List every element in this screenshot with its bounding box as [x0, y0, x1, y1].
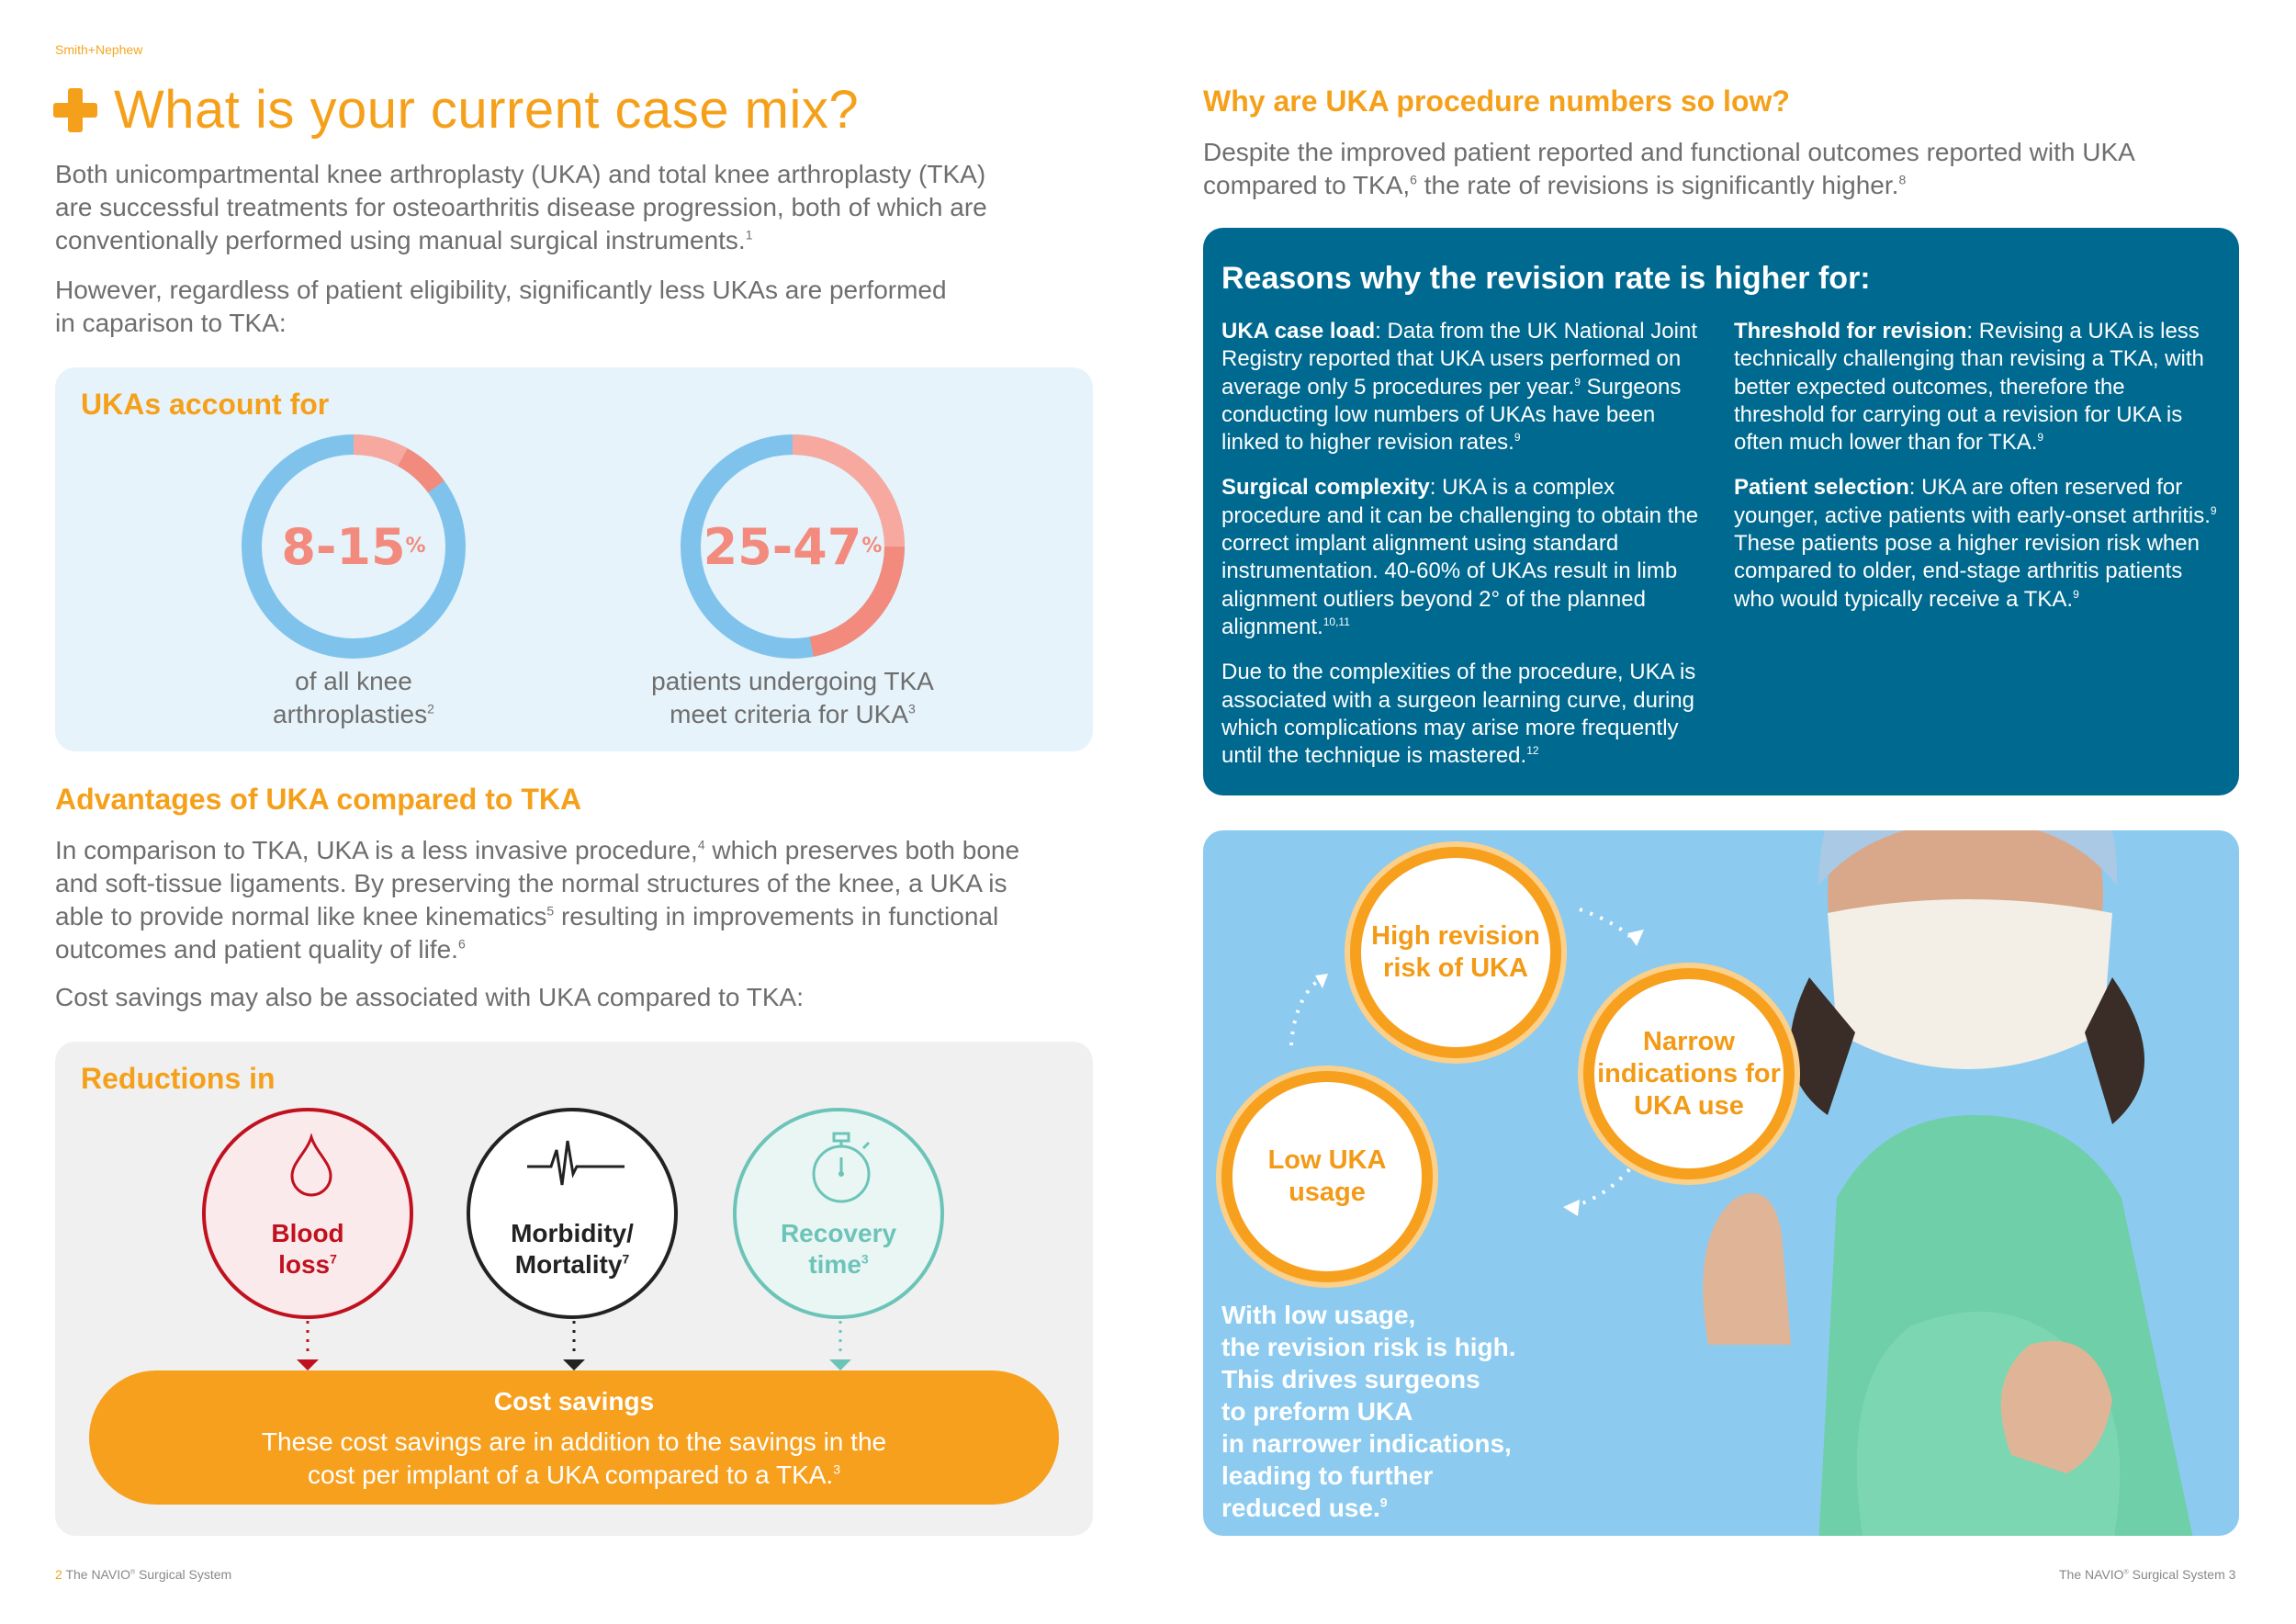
arrow-down-icon-recovery — [829, 1321, 851, 1370]
recovery-time-label: Recovery time3 — [780, 1219, 897, 1279]
why-heading: Why are UKA procedure numbers so low? — [1203, 85, 1790, 118]
reason-surgical-complexity: Surgical complexity: UKA is a complex pr… — [1221, 475, 1699, 639]
donut-value-uka-share: 8-15% — [281, 517, 426, 576]
surgeon-photo — [1703, 830, 2193, 1536]
reasons-column-right: Threshold for revision: Revising a UKA i… — [1734, 318, 2221, 631]
reason-threshold: Threshold for revision: Revising a UKA i… — [1734, 319, 2204, 456]
donut-caption-uka-eligible: patients undergoing TKA meet criteria fo… — [651, 667, 934, 728]
reasons-panel: Reasons why the revision rate is higher … — [1203, 228, 2239, 795]
heartbeat-flatline-icon — [527, 1140, 625, 1186]
reasons-column-left: UKA case load: Data from the UK National… — [1221, 318, 1708, 787]
donut-segment-low — [242, 434, 466, 659]
cost-savings-text: These cost savings are in addition to th… — [261, 1427, 887, 1489]
plus-icon — [53, 87, 97, 132]
footer-left: 2 The NAVIO® Surgical System — [55, 1567, 232, 1582]
intro-paragraph-2: However, regardless of patient eligibili… — [55, 276, 947, 337]
donut-caption-uka-share: of all knee arthroplasties2 — [273, 667, 434, 728]
cycle-arrows — [1289, 908, 1644, 1216]
recovery-time-circle: Recovery time3 — [733, 1108, 944, 1319]
reason-case-load: UKA case load: Data from the UK National… — [1221, 319, 1697, 456]
stopwatch-icon — [812, 1132, 871, 1203]
why-paragraph: Despite the improved patient reported an… — [1203, 138, 2135, 199]
blood-drop-icon — [290, 1133, 332, 1197]
advantages-paragraph: In comparison to TKA, UKA is a less inva… — [55, 836, 1020, 964]
blood-loss-label: Blood loss7 — [271, 1219, 344, 1279]
cycle-low-uka-usage: Low UKA usage — [1221, 1071, 1433, 1282]
donut-chart-uka-share: 8-15% — [239, 432, 468, 661]
cycle-high-revision-risk: High revision risk of UKA — [1350, 847, 1561, 1058]
footer-right: The NAVIO® Surgical System 3 — [2059, 1567, 2236, 1582]
brand-logo-text: Smith+Nephew — [55, 42, 143, 57]
donut-segment-low — [681, 434, 905, 659]
page-title: What is your current case mix? — [114, 80, 860, 140]
reason-learning-curve: Due to the complexities of the procedure… — [1221, 660, 1696, 769]
donut-chart-uka-eligible: 25-47% — [678, 432, 907, 661]
cycle-explanation: With low usage, the revision risk is hig… — [1221, 1301, 1516, 1522]
blood-loss-circle: Blood loss7 — [202, 1108, 413, 1319]
advantages-heading: Advantages of UKA compared to TKA — [55, 783, 582, 816]
arrow-down-icon-blood — [297, 1321, 319, 1370]
uka-panel-heading: UKAs account for — [81, 388, 330, 421]
page-title-row: What is your current case mix? — [53, 79, 859, 141]
reductions-heading: Reductions in — [81, 1062, 276, 1095]
down-arrows — [297, 1321, 851, 1370]
reason-patient-selection: Patient selection: UKA are often reserve… — [1734, 475, 2217, 612]
arrow-down-icon-morbidity — [563, 1321, 585, 1370]
morbidity-mortality-circle: Morbidity/ Mortality7 — [467, 1108, 678, 1319]
uka-stats-panel: UKAs account for 8-15% of all knee arthr… — [55, 367, 1093, 751]
cycle-narrow-indications: Narrow indications for UKA use — [1583, 968, 1795, 1179]
morbidity-mortality-label: Morbidity/ Mortality7 — [511, 1219, 634, 1279]
cost-savings-intro: Cost savings may also be associated with… — [55, 983, 804, 1011]
cost-savings-title: Cost savings — [493, 1387, 655, 1415]
revision-cycle-panel: High revision risk of UKA Narrow indicat… — [1203, 830, 2239, 1536]
reasons-title: Reasons why the revision rate is higher … — [1221, 261, 1871, 296]
intro-paragraph-1: Both unicompartmental knee arthroplasty … — [55, 160, 987, 254]
cost-savings-pill: Cost savings These cost savings are in a… — [89, 1370, 1059, 1505]
donut-value-uka-eligible: 25-47% — [703, 517, 883, 576]
